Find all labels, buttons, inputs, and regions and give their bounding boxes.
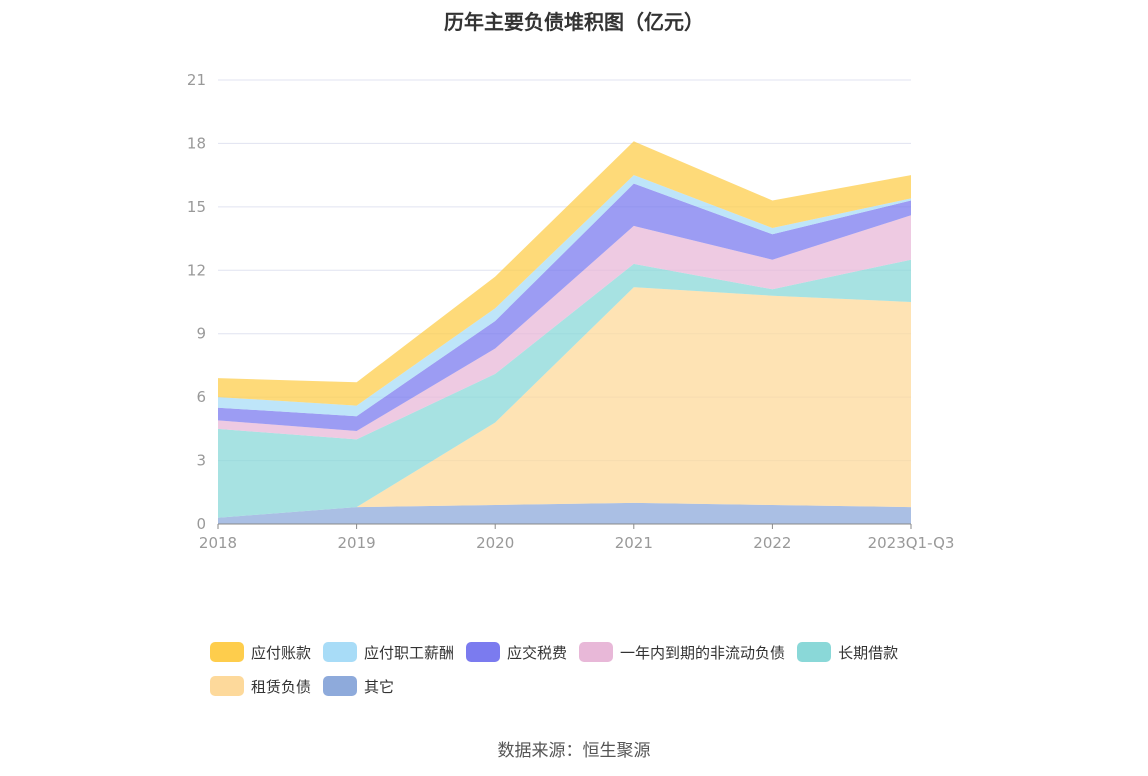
legend-swatch [466, 642, 501, 662]
x-tick-label: 2018 [199, 534, 237, 552]
legend-swatch [210, 642, 244, 662]
legend-label: 应交税费 [507, 643, 568, 662]
area-series-应交税费 [218, 183, 911, 431]
legend-label: 长期借款 [838, 643, 899, 662]
y-tick-label: 0 [196, 515, 206, 533]
legend-item[interactable]: 应付账款 [210, 640, 311, 664]
legend-swatch [210, 676, 244, 696]
chart-title: 历年主要负债堆积图（亿元） [444, 10, 704, 34]
area-series-一年内到期的非流动负债 [218, 215, 911, 440]
legend-label: 租赁负债 [251, 677, 312, 696]
y-tick-label: 6 [196, 388, 206, 406]
y-tick-label: 21 [187, 71, 206, 89]
legend-label: 一年内到期的非流动负债 [620, 643, 786, 662]
area-series-应付账款 [218, 141, 911, 406]
legend: 应付账款 应付职工薪酬 应交税费 一年内到期的非流动负债 长期借款租赁负债 其它 [210, 640, 970, 708]
legend-item[interactable]: 其它 [323, 674, 394, 698]
y-tick-label: 12 [187, 261, 206, 279]
legend-label: 应付账款 [251, 643, 312, 662]
data-source: 数据来源：恒生聚源 [497, 741, 651, 761]
y-tick-label: 18 [187, 134, 206, 152]
legend-item[interactable]: 长期借款 [797, 640, 898, 664]
legend-swatch [323, 642, 358, 662]
y-tick-label: 3 [196, 452, 206, 470]
axes: 0 3 6 9 12 15 18 21 2018 2019 2020 2021 2022 2023Q1-Q… [187, 71, 955, 552]
area-series-长期借款 [218, 259, 911, 518]
legend-item[interactable]: 应付职工薪酬 [323, 640, 454, 664]
area-series-其它 [218, 502, 911, 524]
y-tick-label: 15 [187, 198, 206, 216]
legend-item[interactable]: 租赁负债 [210, 674, 311, 698]
x-tick-label: 2022 [753, 534, 791, 552]
x-tick-label: 2019 [338, 534, 376, 552]
legend-item[interactable]: 一年内到期的非流动负债 [579, 640, 785, 664]
legend-swatch [797, 642, 832, 662]
legend-swatch [323, 676, 358, 696]
x-tick-label: 2020 [476, 534, 514, 552]
x-tick-label: 2023Q1-Q3 [868, 534, 955, 552]
area-series [218, 141, 911, 524]
legend-label: 其它 [364, 677, 395, 696]
area-series-租赁负债 [218, 287, 911, 518]
legend-item[interactable]: 应交税费 [466, 640, 567, 664]
legend-swatch [579, 642, 614, 662]
legend-label: 应付职工薪酬 [364, 643, 455, 662]
y-tick-label: 9 [196, 325, 206, 343]
x-tick-label: 2021 [615, 534, 653, 552]
